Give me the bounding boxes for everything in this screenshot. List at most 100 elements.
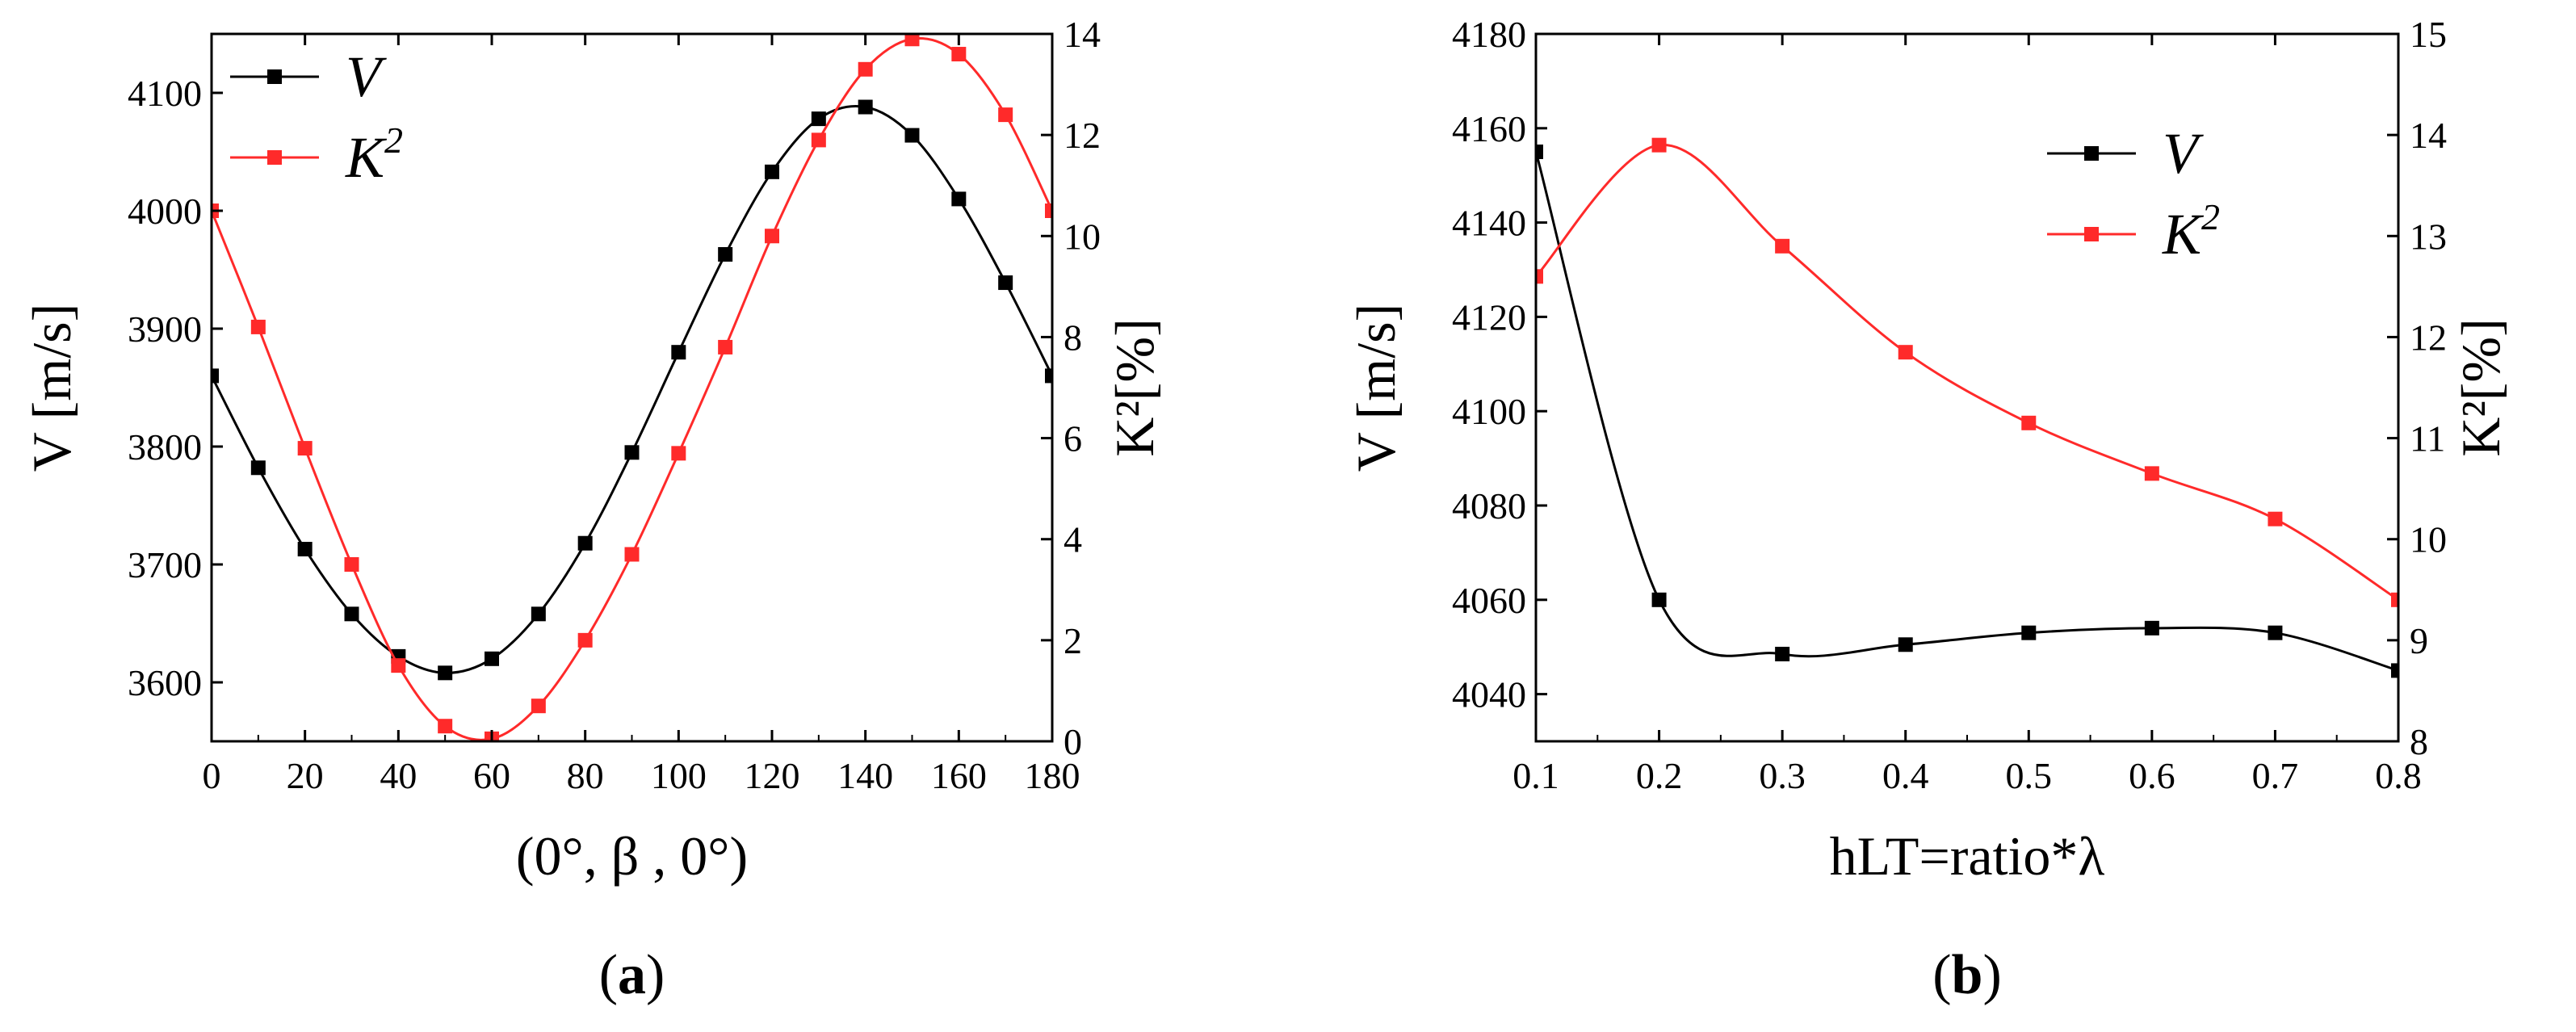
x-tick-label-7: 140 [837, 755, 893, 796]
series-point-v-0 [1536, 145, 1543, 159]
series-point-k-6 [2268, 511, 2283, 526]
series-line-k [212, 37, 1052, 741]
y-left-tick-label-2: 3800 [128, 426, 202, 468]
series-point-v-0 [212, 368, 219, 384]
legend-label-sup-1: 2 [384, 120, 403, 161]
series-point-k-3 [344, 557, 359, 572]
series-point-v-16 [951, 191, 967, 207]
series-point-k-18 [1045, 203, 1052, 218]
series-point-v-18 [1045, 368, 1052, 384]
y-right-tick-label-6: 14 [2410, 115, 2447, 156]
x-tick-label-1: 20 [287, 755, 324, 796]
legend-marker-1 [2084, 227, 2099, 241]
y-right-axis-label: K²[%] [2450, 318, 2511, 456]
series-point-v-17 [998, 275, 1013, 291]
y-right-tick-label-1: 9 [2410, 620, 2428, 661]
series-point-v-8 [577, 535, 593, 551]
series-point-k-1 [1651, 137, 1667, 153]
legend-entry-0: V [2047, 121, 2204, 186]
y-left-tick-label-7: 4180 [1452, 14, 1526, 55]
y-right-tick-label-3: 11 [2410, 418, 2445, 459]
y-left-axis-label: V [m/s] [1345, 304, 1407, 472]
y-right-tick-label-7: 14 [1064, 14, 1101, 55]
series-point-v-6 [485, 651, 499, 666]
y-left-tick-label-1: 3700 [128, 544, 202, 585]
y-left-tick-label-4: 4000 [128, 191, 202, 232]
x-tick-label-7: 0.8 [2375, 755, 2422, 796]
legend-entry-0: V [230, 44, 387, 109]
series-point-v-13 [811, 111, 826, 127]
y-left-tick-label-3: 4100 [1452, 391, 1526, 432]
y-left-tick-label-0: 4040 [1452, 674, 1526, 715]
plot-frame [210, 32, 1054, 743]
series-point-v-10 [671, 345, 686, 360]
y-right-tick-label-7: 15 [2410, 14, 2447, 55]
series-point-v-9 [624, 445, 640, 460]
series-point-k-17 [998, 107, 1013, 123]
y-left-tick-label-2: 4080 [1452, 485, 1526, 526]
legend-label-0: V [2163, 121, 2204, 186]
x-tick-label-6: 120 [745, 755, 800, 796]
x-tick-label-5: 100 [651, 755, 707, 796]
series-point-v-2 [297, 542, 313, 557]
series-point-v-7 [531, 606, 546, 622]
series-point-k-16 [951, 47, 967, 62]
series-point-k-12 [765, 229, 779, 244]
x-tick-label-2: 0.3 [1759, 755, 1806, 796]
legend-label-0: V [346, 44, 387, 109]
panel-label-open: ( [1932, 944, 1951, 1006]
series-point-k-7 [531, 698, 546, 714]
series-point-k-4 [391, 658, 406, 673]
y-right-tick-label-2: 10 [2410, 519, 2447, 560]
series-point-k-8 [577, 632, 593, 648]
panel-label-close: ) [1982, 944, 2001, 1006]
x-tick-label-4: 80 [567, 755, 604, 796]
series-point-v-7 [2391, 663, 2398, 678]
series-point-v-5 [2144, 620, 2159, 636]
series-point-v-3 [1898, 637, 1913, 652]
panel-label-open: ( [599, 944, 618, 1006]
series-point-k-0 [1536, 269, 1543, 284]
x-axis-label: (0°, β , 0°) [516, 825, 748, 887]
series-point-v-11 [718, 247, 733, 262]
series-point-k-14 [858, 61, 873, 77]
y-right-tick-label-4: 12 [2410, 317, 2447, 358]
y-right-tick-label-4: 8 [1064, 317, 1082, 358]
series-point-v-6 [2268, 625, 2283, 640]
series-point-k-4 [2021, 415, 2037, 430]
chart-panel-b: 0.1 0.2 0.3 0.4 0.5 0.6 0.7 0.8 4040 4060 4080 4100… [1345, 14, 2511, 1006]
series-point-v-1 [1651, 592, 1667, 607]
series-point-v-4 [2021, 625, 2037, 640]
panel-label-letter: b [1952, 944, 1983, 1006]
legend-label-1: K2 [2162, 196, 2220, 266]
legend-entry-1: K2 [230, 120, 403, 190]
series-point-k-2 [297, 441, 313, 456]
y-left-tick-label-1: 4060 [1452, 580, 1526, 621]
y-right-tick-label-5: 13 [2410, 216, 2447, 257]
x-tick-label-6: 0.7 [2252, 755, 2299, 796]
series-line-v [212, 104, 1052, 674]
series-k-1 [212, 34, 1052, 741]
y-left-tick-label-5: 4100 [128, 73, 202, 114]
y-right-axis-label: K²[%] [1104, 318, 1165, 456]
y-left-tick-label-3: 3900 [128, 308, 202, 350]
series-point-k-15 [904, 34, 920, 47]
x-tick-label-1: 0.2 [1636, 755, 1683, 796]
y-right-tick-label-2: 4 [1064, 519, 1082, 560]
x-tick-label-2: 40 [380, 755, 417, 796]
x-tick-label-0: 0 [203, 755, 221, 796]
series-point-v-2 [1775, 646, 1790, 661]
x-tick-label-3: 0.4 [1882, 755, 1929, 796]
panel-label: (b) [1932, 944, 2002, 1006]
series-k-1 [1536, 137, 2398, 607]
series-point-k-3 [1898, 345, 1913, 360]
y-right-tick-label-0: 8 [2410, 721, 2428, 762]
x-tick-label-3: 60 [473, 755, 510, 796]
y-right-tick-label-0: 0 [1064, 721, 1082, 762]
series-point-k-11 [718, 339, 733, 354]
y-left-tick-label-4: 4120 [1452, 296, 1526, 338]
series-point-v-3 [344, 606, 359, 622]
x-tick-label-8: 160 [931, 755, 987, 796]
series-point-k-5 [438, 719, 453, 734]
